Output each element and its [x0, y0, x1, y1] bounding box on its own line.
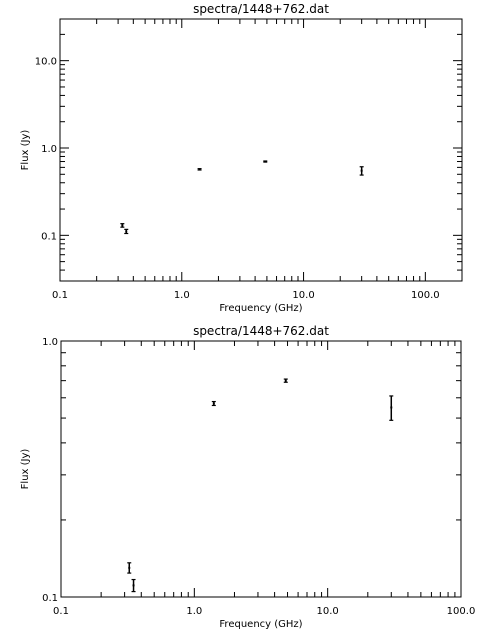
data-point	[124, 228, 129, 235]
plot-frame	[59, 18, 463, 282]
data-point	[359, 166, 364, 176]
data-marker	[128, 566, 131, 569]
x-tick-label: 100.0	[447, 606, 476, 617]
chart-1: spectra/1448+762.dat 0.1 1.0 10.0 100.0 0.1 1.…	[20, 2, 463, 314]
y-axis-label: Flux (Jy)	[20, 130, 31, 171]
y-tick-label: 10.0	[35, 57, 57, 68]
x-tick-label: 10.0	[292, 290, 314, 301]
chart-2: spectra/1448+762.dat 0.1 1.0 10.0 100.0 0.1 1.…	[20, 324, 475, 630]
data-marker	[264, 160, 267, 163]
data-point	[263, 160, 268, 163]
chart-title: spectra/1448+762.dat	[193, 324, 329, 338]
x-tick-label: 1.0	[174, 290, 190, 301]
data-point	[211, 400, 216, 407]
data-marker	[121, 224, 124, 227]
y-tick-label: 0.1	[42, 593, 58, 604]
data-point	[127, 562, 132, 574]
data-marker	[125, 230, 128, 233]
data-marker	[360, 169, 363, 172]
data-marker	[198, 168, 201, 171]
data-marker	[132, 584, 135, 587]
y-axis-label: Flux (Jy)	[20, 449, 31, 490]
x-tick-label: 10.0	[317, 606, 339, 617]
x-tick-label: 0.1	[53, 606, 69, 617]
x-tick-label: 0.1	[52, 290, 68, 301]
y-tick-label: 1.0	[41, 144, 57, 155]
x-tick-label: 1.0	[186, 606, 202, 617]
data-marker	[284, 379, 287, 382]
data-point	[131, 578, 136, 593]
data-marker	[390, 406, 393, 409]
data-point	[389, 395, 394, 421]
plot-frame	[60, 340, 462, 598]
y-tick-label: 0.1	[41, 231, 57, 242]
y-tick-label: 1.0	[42, 337, 58, 348]
data-point	[120, 223, 125, 228]
x-axis-label: Frequency (GHz)	[219, 619, 302, 630]
chart-title: spectra/1448+762.dat	[193, 2, 329, 16]
x-tick-label: 100.0	[411, 290, 440, 301]
data-marker	[212, 402, 215, 405]
data-point	[197, 168, 202, 171]
data-point	[283, 378, 288, 383]
x-axis-label: Frequency (GHz)	[219, 303, 302, 314]
